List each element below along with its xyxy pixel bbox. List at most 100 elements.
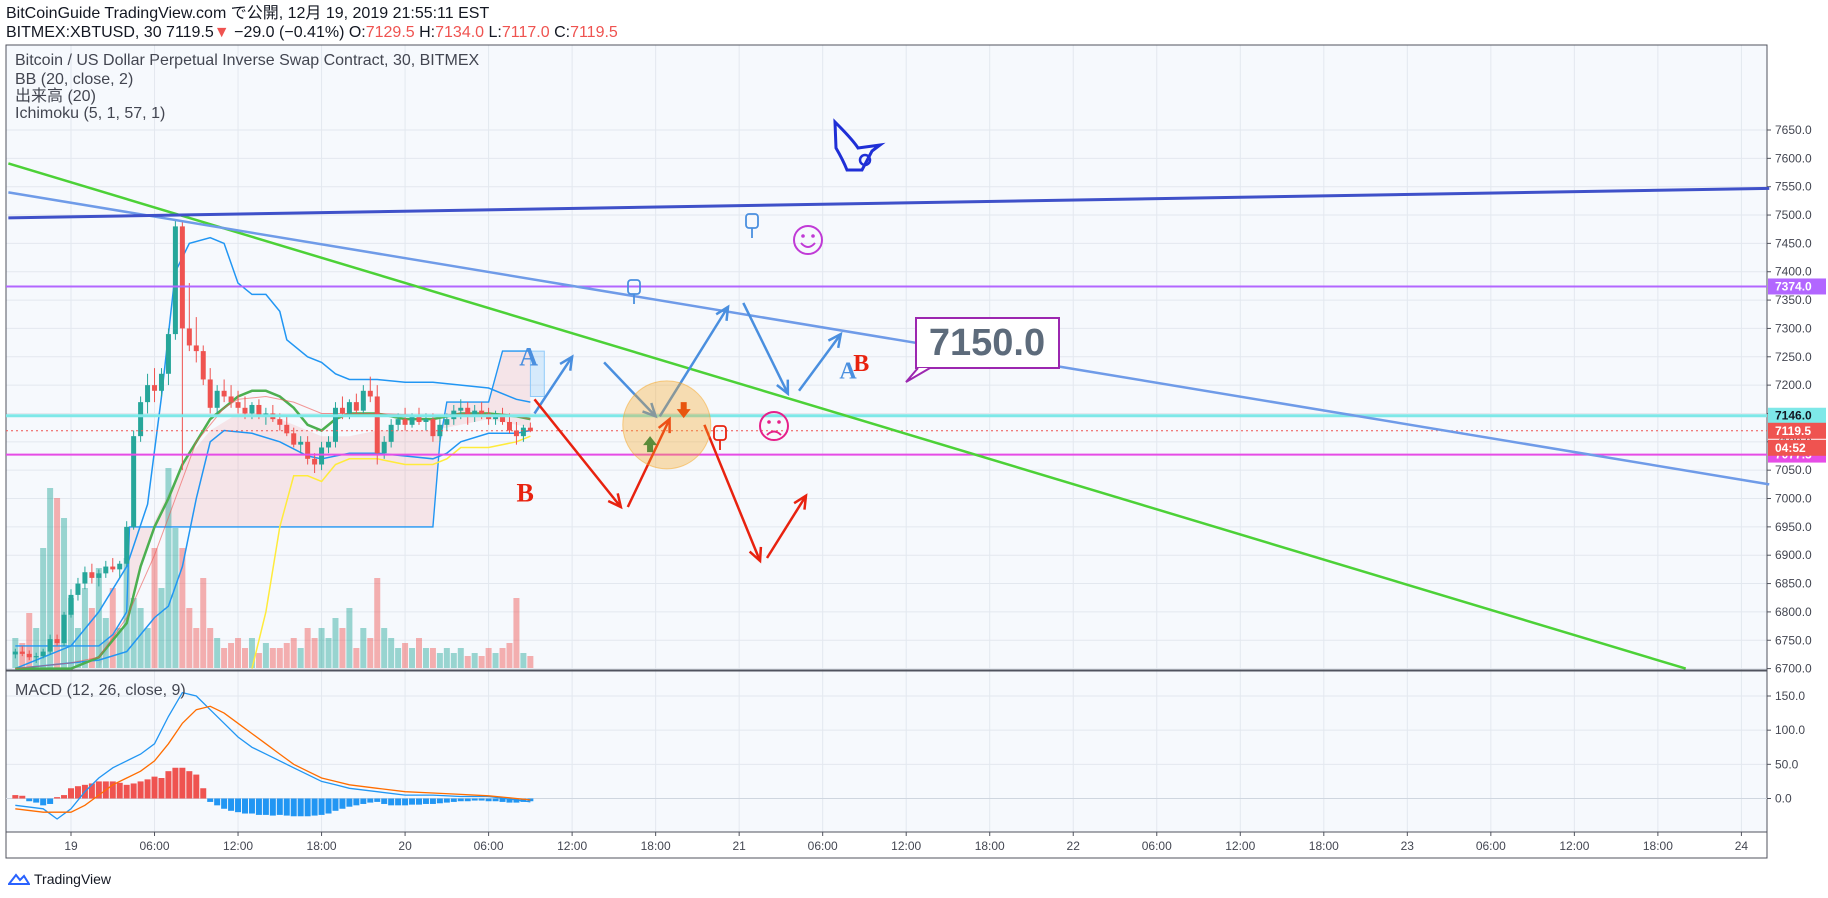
scenario-a-arrow-3[interactable] xyxy=(658,306,730,417)
candle-body xyxy=(513,430,519,437)
main-pane[interactable] xyxy=(6,45,1767,670)
open-value: 7129.5 xyxy=(365,24,415,41)
price-tick-label: 6700.0 xyxy=(1775,662,1812,676)
price-callout-box[interactable] xyxy=(915,317,1060,369)
candle-body xyxy=(242,407,248,414)
volume-bar xyxy=(485,648,492,668)
candle xyxy=(145,373,151,414)
macd-histogram-bar xyxy=(130,783,137,799)
candle-body xyxy=(193,345,199,352)
trendline-top[interactable] xyxy=(8,186,1770,220)
macd-histogram-bar xyxy=(255,798,262,815)
price-tick-label: 7000.0 xyxy=(1775,492,1812,506)
volume-bar xyxy=(151,548,158,668)
volume-bar xyxy=(520,653,527,668)
candle xyxy=(319,441,325,471)
macd-histogram-bar xyxy=(388,798,395,806)
macd-histogram-bar xyxy=(68,788,74,799)
bb-legend[interactable]: BB (20, close, 2) xyxy=(15,71,134,88)
candle-body xyxy=(339,407,345,414)
candle-body xyxy=(82,572,88,584)
volume-bar xyxy=(457,648,464,668)
alert-bell-icon[interactable] xyxy=(833,118,886,172)
candle-body xyxy=(312,458,318,465)
scenario-b-arrow-2[interactable] xyxy=(626,418,671,508)
scenario-b-arrow-3[interactable] xyxy=(703,424,762,562)
price-tick-label: 6950.0 xyxy=(1775,520,1812,534)
close-label: C: xyxy=(554,24,571,41)
macd-histogram-bar xyxy=(74,786,81,799)
trendline-green[interactable] xyxy=(7,162,1687,670)
scenario-a-arrow-2[interactable] xyxy=(603,361,657,418)
macd-histogram-bar xyxy=(269,798,276,816)
candle xyxy=(138,396,144,442)
volume-bar xyxy=(443,648,450,668)
macd-histogram-bar xyxy=(297,798,304,817)
candle-body xyxy=(458,407,464,411)
scenario-a-arrow-4[interactable] xyxy=(742,302,790,395)
volume-bar xyxy=(26,613,33,668)
time-tick-label: 19 xyxy=(64,839,78,853)
scenario-a-arrow-1[interactable] xyxy=(533,356,574,415)
scenario-b-arrow-1[interactable] xyxy=(533,398,622,508)
volume-bar xyxy=(158,588,165,668)
macd-histogram-bar xyxy=(235,798,242,813)
trendline-blue[interactable] xyxy=(8,191,1770,486)
candle-body xyxy=(110,566,116,570)
candle-body xyxy=(284,424,290,434)
macd-histogram-bar xyxy=(290,798,297,817)
volume-bar xyxy=(186,608,193,668)
macd-legend[interactable]: MACD (12, 26, close, 9) xyxy=(15,682,186,699)
volume-bar xyxy=(276,648,283,668)
open-label: O: xyxy=(348,24,366,41)
volume-bar xyxy=(214,638,221,668)
macd-histogram-bar xyxy=(499,798,506,802)
candle-body xyxy=(26,653,32,658)
macd-histogram-bar xyxy=(311,798,318,816)
candle-body xyxy=(124,526,130,564)
scenario-a-arrow-3-head xyxy=(715,304,730,321)
macd-histogram-bar xyxy=(485,798,492,802)
candle xyxy=(235,390,241,414)
macd-histogram-bar xyxy=(381,798,388,804)
candle-body xyxy=(12,651,18,655)
volume-bar xyxy=(492,653,499,668)
candle xyxy=(284,416,290,437)
macd-tick-label: 0.0 xyxy=(1775,792,1792,806)
candle-body xyxy=(200,351,206,380)
macd-histogram-bar xyxy=(325,798,332,814)
highlight-circle[interactable] xyxy=(622,380,712,470)
candle xyxy=(172,220,178,340)
ichimoku-lagging-span xyxy=(251,435,531,669)
axis-price-label-bg xyxy=(1768,278,1826,295)
ohlc-line: BITMEX:XBTUSD, 30 7119.5▼ −29.0 (−0.41%)… xyxy=(6,23,618,42)
time-tick-label: 18:00 xyxy=(641,839,671,853)
volume-bar xyxy=(429,648,436,668)
scenario-a-arrow-5[interactable] xyxy=(797,333,842,392)
candle-body xyxy=(75,583,81,595)
macd-histogram-bar xyxy=(228,798,235,811)
ichimoku-legend[interactable]: Ichimoku (5, 1, 57, 1) xyxy=(15,105,166,122)
candle xyxy=(305,436,311,465)
volume-bar xyxy=(388,638,395,668)
candle xyxy=(54,634,60,646)
volume-bar xyxy=(172,528,179,668)
sad-face-icon-eye xyxy=(777,420,781,424)
time-tick-label: 20 xyxy=(398,839,412,853)
candle xyxy=(131,430,137,530)
tradingview-logo[interactable]: TradingView xyxy=(8,871,111,887)
axis-price-label-bg xyxy=(1768,407,1826,424)
candle xyxy=(367,376,373,403)
candle-body xyxy=(506,421,512,431)
macd-histogram-bar xyxy=(429,798,436,804)
candle-body xyxy=(326,441,332,448)
candle xyxy=(61,611,67,646)
candle xyxy=(82,566,88,590)
volume-bar xyxy=(179,548,186,668)
scenario-b-arrow-4[interactable] xyxy=(765,495,808,559)
time-tick-label: 06:00 xyxy=(474,839,504,853)
smiley-face-icon-mouth xyxy=(800,242,816,248)
macd-histogram-bar xyxy=(116,782,123,799)
volume-legend[interactable]: 出来高 (20) xyxy=(15,88,96,105)
